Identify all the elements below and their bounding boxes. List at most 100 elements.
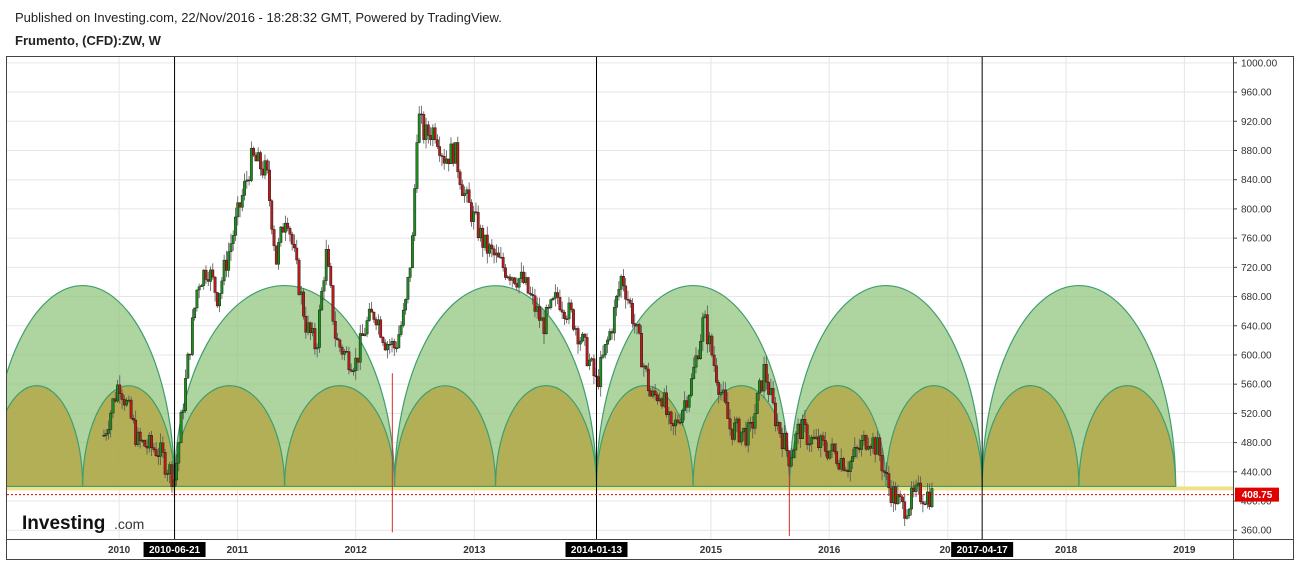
candle-body: [599, 357, 603, 387]
candle-body: [206, 279, 210, 282]
candle-body: [136, 431, 140, 445]
candle-body: [823, 440, 827, 452]
candle-body: [218, 293, 221, 307]
candle-body: [494, 252, 498, 256]
candle-body: [674, 419, 677, 427]
candle-body: [522, 271, 525, 283]
y-tick-label: 680.00: [1241, 292, 1272, 303]
candle-body: [633, 323, 637, 327]
candle-body: [867, 446, 870, 450]
candle-body: [644, 365, 648, 370]
candle-body: [773, 402, 777, 427]
y-tick-label: 800.00: [1241, 204, 1272, 215]
candle-body: [583, 333, 587, 338]
candle-body: [565, 318, 569, 320]
candle-body: [445, 158, 448, 164]
logo-suffix: .com: [114, 516, 144, 532]
candle-body: [560, 309, 564, 313]
candle-body: [288, 228, 292, 235]
candle-body: [184, 378, 187, 411]
candle-body: [150, 435, 153, 448]
candle-body: [479, 227, 482, 239]
candle-body: [553, 292, 557, 299]
candle-body: [497, 252, 501, 258]
candle-body: [222, 259, 226, 282]
candle-body: [678, 422, 682, 424]
candle-body: [111, 398, 115, 414]
candle-body: [306, 322, 310, 333]
candle-body: [578, 340, 582, 345]
candle-body: [281, 226, 285, 233]
candle-body: [828, 450, 832, 459]
candle-body: [755, 392, 759, 414]
candle-body: [451, 143, 455, 164]
candle-body: [315, 347, 319, 350]
candle-body: [889, 487, 893, 504]
candle-body: [229, 243, 233, 252]
candle-body: [789, 457, 793, 467]
candle-body: [431, 127, 435, 141]
candle-body: [352, 370, 355, 373]
candle-body: [513, 277, 516, 284]
price-tag-label: 408.75: [1242, 490, 1273, 501]
candle-body: [274, 245, 278, 265]
candle-body: [882, 470, 886, 473]
marker-label-bg: [143, 542, 206, 557]
candle-body: [481, 227, 485, 248]
candle-body: [442, 156, 446, 164]
candle-body: [728, 418, 732, 430]
candle-body: [792, 449, 795, 459]
candle-body: [919, 482, 922, 502]
candle-body: [563, 311, 566, 319]
candle-body: [107, 429, 110, 434]
candle-body: [458, 171, 462, 185]
candle-body: [848, 461, 852, 473]
candle-body: [147, 435, 151, 449]
candle-body: [508, 276, 512, 281]
candle-body: [574, 328, 578, 330]
candle-body: [724, 389, 727, 403]
candle-body: [313, 328, 317, 350]
candle-body: [785, 432, 789, 451]
candle-body: [125, 400, 128, 406]
candle-body: [798, 423, 802, 439]
candle-body: [662, 392, 666, 407]
candle-body: [526, 277, 530, 294]
candle-body: [705, 314, 709, 345]
candle-body: [501, 257, 505, 268]
candle-body: [808, 443, 811, 446]
candle-body: [930, 488, 934, 507]
candle-body: [411, 235, 414, 269]
candle-body: [896, 493, 900, 505]
candle-body: [347, 351, 351, 370]
candle-body: [894, 486, 898, 505]
investing-logo: Investing .com: [22, 513, 144, 534]
candle-body: [528, 292, 532, 295]
marker-labels: 2010-06-21 2014-01-13 2017-04-17: [143, 542, 1014, 557]
candle-body: [540, 317, 544, 321]
candle-body: [749, 422, 752, 424]
candle-body: [510, 277, 514, 281]
candle-body: [617, 289, 621, 297]
candle-body: [744, 427, 748, 446]
candle-body: [651, 390, 655, 397]
candle-body: [504, 267, 507, 278]
candle-body: [256, 152, 260, 162]
candle-body: [796, 423, 800, 435]
cycle-arc-inner: [1078, 385, 1177, 488]
candle-body: [395, 347, 398, 350]
candle-body: [342, 351, 346, 355]
candle-body: [383, 342, 387, 351]
candle-body: [776, 422, 780, 427]
candle-body: [460, 184, 464, 196]
candle-body: [712, 354, 716, 366]
candle-body: [903, 501, 907, 519]
candle-body: [737, 418, 741, 443]
y-tick-label: 760.00: [1241, 234, 1272, 245]
candle-body: [687, 395, 691, 408]
candle-body: [247, 179, 251, 182]
candle-body: [853, 447, 857, 457]
candle-body: [615, 296, 618, 308]
candle-body: [665, 392, 668, 415]
